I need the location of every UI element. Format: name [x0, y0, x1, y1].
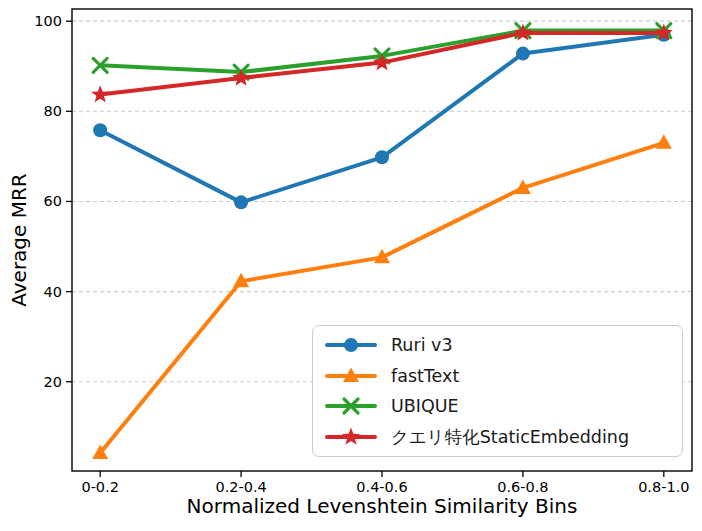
legend-item-series-3-staticembedding: クエリ特化StaticEmbedding [325, 422, 670, 452]
legend-sample-marker [342, 427, 360, 444]
legend: Ruri v3 fastText UBIQUE クエリ特化StaticEmbeddin… [312, 325, 683, 457]
legend-sample-star-icon [325, 426, 377, 448]
legend-label: クエリ特化StaticEmbedding [391, 425, 629, 449]
series-0-ruriv3-marker-3 [516, 47, 530, 61]
y-tick-label: 60 [44, 193, 62, 209]
legend-item-series-1-fasttext: fastText [325, 361, 670, 391]
x-tick-label: 0.4-0.6 [356, 479, 407, 495]
legend-label: Ruri v3 [391, 335, 453, 355]
y-tick-label: 40 [44, 284, 62, 300]
y-axis-label: Average MRR [7, 173, 31, 307]
series-3-staticembedding-marker-0 [91, 85, 109, 102]
legend-sample-x-icon [325, 395, 377, 417]
x-tick-label: 0.2-0.4 [215, 479, 266, 495]
y-tick-label: 100 [34, 13, 62, 29]
legend-sample-marker [344, 338, 358, 352]
x-tick-label: 0.6-0.8 [497, 479, 548, 495]
legend-label: fastText [391, 366, 459, 386]
x-tick-label: 0.8-1.0 [638, 479, 689, 495]
legend-sample-triangle-icon [325, 365, 377, 387]
y-tick-label: 80 [44, 103, 62, 119]
series-0-ruriv3-marker-1 [234, 195, 248, 209]
x-tick-label: 0-0.2 [81, 479, 119, 495]
legend-item-series-0-ruriv3: Ruri v3 [325, 330, 670, 360]
legend-label: UBIQUE [391, 396, 459, 416]
legend-item-series-2-ubique: UBIQUE [325, 391, 670, 421]
legend-sample-circle-icon [325, 334, 377, 356]
series-0-ruriv3-marker-0 [93, 123, 107, 137]
series-1-fasttext-marker-4 [656, 134, 672, 149]
x-axis-label: Normalized Levenshtein Similarity Bins [187, 494, 578, 518]
series-0-ruriv3-marker-2 [375, 150, 389, 164]
line-chart-figure: 20 40 60 80 100 0-0.2 0.2-0.4 0.4-0.6 0.6-0.8 0.8… [0, 0, 702, 531]
y-tick-label: 20 [44, 374, 62, 390]
